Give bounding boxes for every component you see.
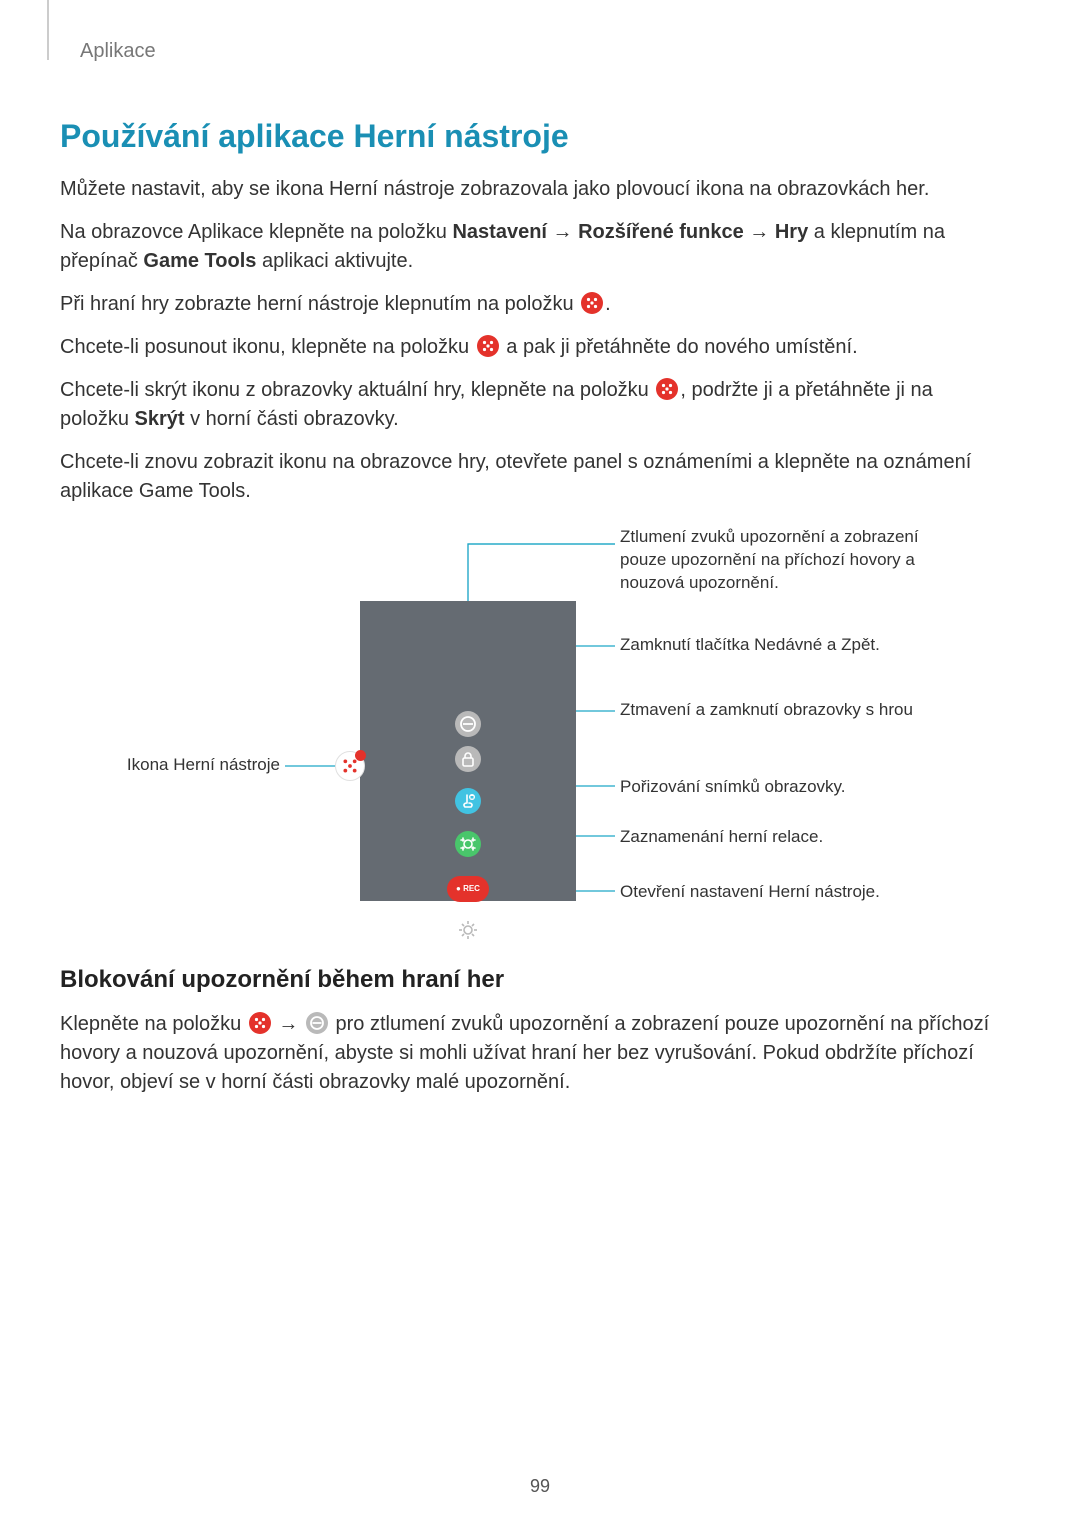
paragraph-reshow: Chcete-li znovu zobrazit ikonu na obrazo… [60, 448, 1000, 506]
game-tools-icon [477, 335, 499, 357]
game-tools-icon [656, 378, 678, 400]
mute-icon [455, 711, 481, 737]
text: a pak ji přetáhněte do nového umístění. [501, 336, 858, 358]
touch-lock-icon [455, 788, 481, 814]
paragraph-show-tools: Při hraní hry zobrazte herní nástroje kl… [60, 290, 1000, 319]
paragraph-hide-icon: Chcete-li skrýt ikonu z obrazovky aktuál… [60, 376, 1000, 434]
paragraph-blocking: Klepněte na položku → pro ztlumení zvuků… [60, 1010, 1000, 1097]
settings-icon [455, 917, 481, 943]
diagram: ● REC Ikona Herní nástroje Ztlumení zvuk… [60, 526, 1000, 926]
text: Chcete-li skrýt ikonu z obrazovky aktuál… [60, 379, 654, 401]
game-tools-icon [581, 292, 603, 314]
subheading-blocking: Blokování upozornění během hraní her [60, 966, 1000, 994]
text: Při hraní hry zobrazte herní nástroje kl… [60, 293, 579, 315]
paragraph-intro: Můžete nastavit, aby se ikona Herní nást… [60, 175, 1000, 204]
bold-rozsirene: Rozšířené funkce [578, 221, 744, 243]
bold-gametools: Game Tools [143, 250, 256, 272]
label-game-tools-icon: Ikona Herní nástroje [80, 754, 280, 777]
screenshot-icon [455, 831, 481, 857]
text: v horní části obrazovky. [185, 408, 399, 430]
arrow: → [744, 221, 775, 243]
arrow: → [273, 1013, 304, 1035]
label-settings: Otevření nastavení Herní nástroje. [620, 881, 960, 904]
page-title: Používání aplikace Herní nástroje [60, 118, 1000, 155]
label-mute: Ztlumení zvuků upozornění a zobrazení po… [620, 526, 960, 595]
mute-icon [306, 1012, 328, 1034]
label-record: Zaznamenání herní relace. [620, 826, 960, 849]
page-content: Aplikace Používání aplikace Herní nástro… [0, 0, 1080, 1097]
text: Na obrazovce Aplikace klepněte na položk… [60, 221, 452, 243]
breadcrumb: Aplikace [80, 40, 1000, 63]
page-number: 99 [530, 1476, 550, 1497]
game-tools-floating-icon [335, 751, 365, 781]
paragraph-settings-path: Na obrazovce Aplikace klepněte na položk… [60, 218, 1000, 276]
label-lock: Zamknutí tlačítka Nedávné a Zpět. [620, 634, 960, 657]
paragraph-move-icon: Chcete-li posunout ikonu, klepněte na po… [60, 333, 1000, 362]
label-touch: Ztmavení a zamknutí obrazovky s hrou [620, 699, 960, 722]
arrow: → [547, 221, 578, 243]
phone-mockup: ● REC [360, 601, 576, 901]
text: . [605, 293, 611, 315]
bold-nastaveni: Nastavení [452, 221, 547, 243]
label-screenshot: Pořizování snímků obrazovky. [620, 776, 960, 799]
game-tools-icon [249, 1012, 271, 1034]
text: Chcete-li posunout ikonu, klepněte na po… [60, 336, 475, 358]
text: Klepněte na položku [60, 1013, 247, 1035]
bold-hry: Hry [775, 221, 808, 243]
record-icon: ● REC [447, 876, 489, 902]
lock-icon [455, 746, 481, 772]
bold-skryt: Skrýt [135, 408, 185, 430]
text: aplikaci aktivujte. [256, 250, 413, 272]
